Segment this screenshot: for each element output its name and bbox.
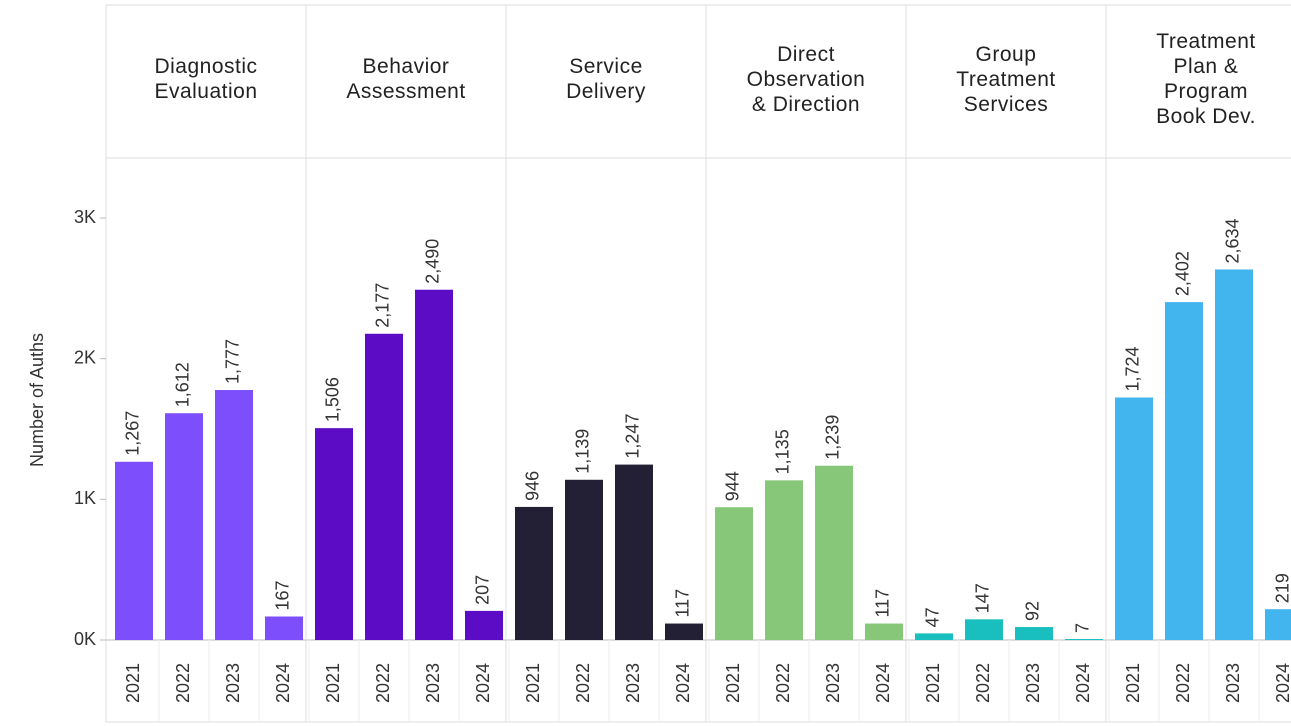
x-tick-label: 2024 [1073, 663, 1093, 703]
y-tick-label: 2K [74, 347, 96, 367]
bar [465, 610, 503, 640]
bar [515, 506, 553, 640]
bar [1065, 639, 1103, 640]
y-tick-label: 1K [74, 488, 96, 508]
x-tick-label: 2024 [473, 663, 493, 703]
x-tick-label: 2021 [123, 663, 143, 703]
y-axis-label: Number of Auths [27, 333, 47, 467]
value-label: 117 [673, 589, 693, 618]
value-label: 1,135 [773, 429, 793, 474]
x-tick-label: 2022 [773, 663, 793, 703]
value-label: 167 [273, 580, 293, 610]
value-label: 207 [473, 575, 493, 605]
value-label: 1,612 [173, 362, 193, 407]
x-tick-label: 2024 [1273, 663, 1291, 703]
bar [915, 633, 953, 640]
y-tick-label: 0K [74, 629, 96, 649]
panel-header: Treatment Plan & Program Book Dev. [1156, 30, 1256, 128]
bar [315, 428, 353, 640]
value-label: 7 [1073, 623, 1093, 633]
x-tick-label: 2024 [273, 663, 293, 703]
x-tick-label: 2023 [223, 663, 243, 703]
value-label: 2,490 [423, 239, 443, 284]
value-label: 1,267 [123, 411, 143, 456]
bar [365, 333, 403, 640]
value-label: 117 [873, 589, 893, 618]
bar [265, 616, 303, 640]
value-label: 219 [1273, 573, 1291, 603]
value-label: 2,402 [1173, 251, 1193, 296]
value-label: 1,247 [623, 414, 643, 459]
x-tick-label: 2022 [973, 663, 993, 703]
panel-header: Behavior Assessment [346, 55, 466, 103]
bar [665, 623, 703, 640]
x-tick-label: 2021 [923, 663, 943, 703]
x-tick-label: 2023 [823, 663, 843, 703]
value-label: 47 [923, 607, 943, 627]
value-label: 2,634 [1223, 218, 1243, 263]
x-tick-label: 2024 [873, 663, 893, 703]
x-tick-label: 2023 [623, 663, 643, 703]
value-label: 147 [973, 583, 993, 613]
x-tick-label: 2021 [723, 663, 743, 703]
x-tick-label: 2021 [1123, 663, 1143, 703]
bar [1265, 609, 1291, 640]
value-label: 1,724 [1123, 346, 1143, 391]
bar [1215, 269, 1253, 640]
bar [865, 623, 903, 640]
panel-header: Diagnostic Evaluation [154, 55, 258, 103]
x-tick-label: 2021 [523, 663, 543, 703]
x-tick-label: 2021 [323, 663, 343, 703]
x-tick-label: 2024 [673, 663, 693, 703]
bar [565, 479, 603, 640]
bar [815, 465, 853, 640]
x-tick-label: 2023 [423, 663, 443, 703]
panel-header: Service Delivery [566, 55, 646, 103]
x-tick-label: 2023 [1023, 663, 1043, 703]
bar [1165, 302, 1203, 640]
x-tick-label: 2022 [1173, 663, 1193, 703]
value-label: 944 [723, 471, 743, 501]
bar [715, 507, 753, 640]
bar [1015, 627, 1053, 640]
panel-header: Group Treatment Services [956, 42, 1056, 116]
value-label: 2,177 [373, 283, 393, 328]
value-label: 92 [1023, 601, 1043, 621]
bar [415, 289, 453, 640]
y-tick-label: 3K [74, 207, 96, 227]
value-label: 1,139 [573, 429, 593, 474]
bar [165, 413, 203, 640]
bar [1115, 397, 1153, 640]
bar [765, 480, 803, 640]
panel-header: Direct Observation & Direction [746, 42, 866, 116]
bar [615, 464, 653, 640]
bar [115, 461, 153, 640]
value-label: 1,777 [223, 339, 243, 384]
bar [215, 390, 253, 640]
value-label: 946 [523, 471, 543, 501]
bar [965, 619, 1003, 640]
x-tick-label: 2022 [173, 663, 193, 703]
x-tick-label: 2022 [573, 663, 593, 703]
value-label: 1,506 [323, 377, 343, 422]
x-tick-label: 2022 [373, 663, 393, 703]
value-label: 1,239 [823, 415, 843, 460]
x-tick-label: 2023 [1223, 663, 1243, 703]
